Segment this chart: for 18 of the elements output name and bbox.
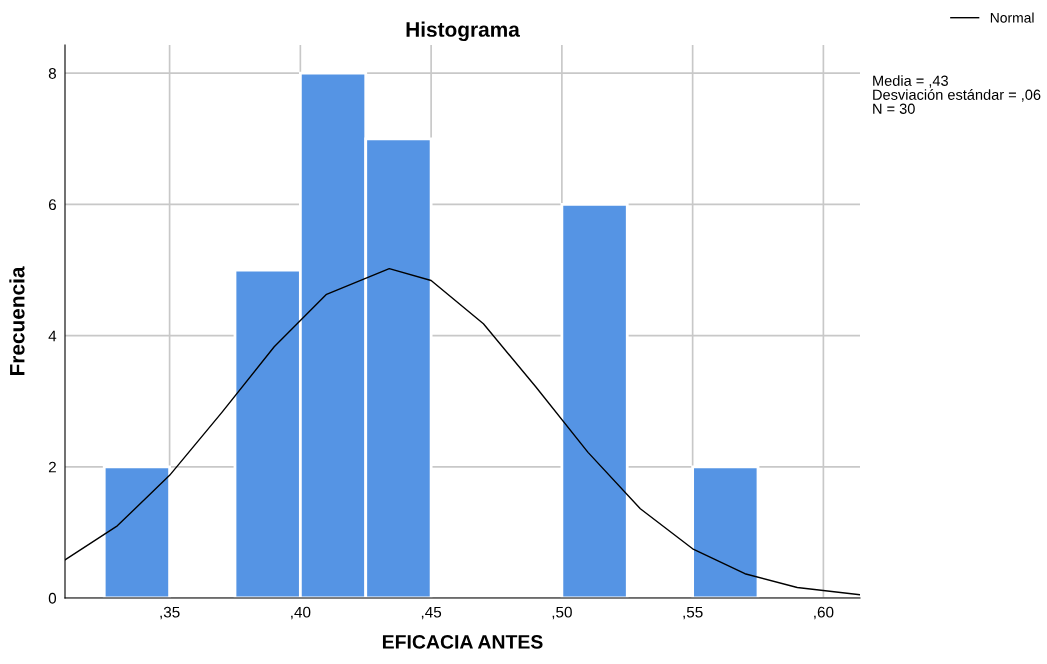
x-tick-label: ,60 (814, 606, 834, 620)
y-tick-label: 8 (48, 68, 56, 79)
text: Desviación estándar = ,06 (873, 89, 1041, 102)
x-tick-label: ,45 (421, 606, 442, 620)
text: Media = ,43 (873, 75, 948, 88)
y-axis-title: Frecuencia (9, 266, 25, 376)
x-tick-label: ,35 (160, 606, 180, 620)
x-tick-label: ,50 (552, 606, 572, 620)
y-tick-label: 2 (48, 461, 56, 473)
x-tick-label: ,40 (291, 606, 311, 620)
text: N = 30 (873, 103, 915, 114)
y-tick-label: 6 (48, 199, 56, 211)
y-tick-label: 4 (48, 330, 57, 342)
x-axis-title: EFICACIA ANTES (382, 634, 543, 649)
y-tick-label: 0 (48, 592, 57, 604)
legend-label: Normal (990, 12, 1034, 23)
x-tick-label: ,55 (683, 606, 703, 620)
chart-title: Histograma (406, 21, 520, 42)
